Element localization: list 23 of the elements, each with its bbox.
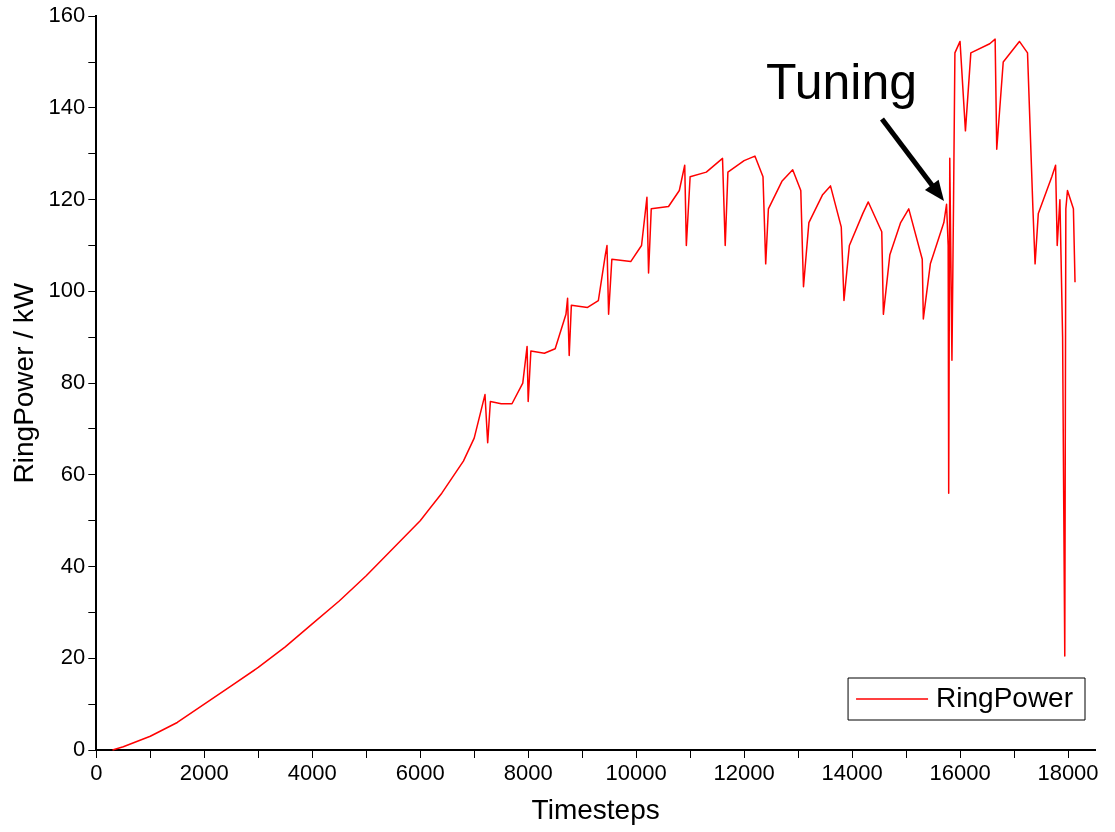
x-tick-label: 18000 — [1037, 760, 1099, 786]
y-tick-label: 140 — [48, 93, 86, 119]
x-tick-label: 10000 — [605, 760, 667, 786]
y-tick-label: 160 — [48, 2, 86, 28]
x-tick-label: 2000 — [179, 760, 229, 786]
legend-label: RingPower — [936, 681, 1073, 713]
x-tick-label: 14000 — [821, 760, 883, 786]
x-tick-label: 16000 — [929, 760, 991, 786]
y-tick-label: 120 — [48, 185, 86, 211]
x-tick-label: 0 — [90, 760, 103, 786]
y-tick-label: 0 — [73, 736, 86, 762]
x-axis-title: Timesteps — [531, 793, 660, 825]
y-tick-label: 20 — [60, 644, 86, 670]
x-tick-label: 8000 — [503, 760, 553, 786]
y-tick-label: 80 — [60, 369, 86, 395]
y-axis-title: RingPower / kW — [7, 282, 39, 484]
y-tick-label: 60 — [60, 460, 86, 486]
x-tick-label: 6000 — [395, 760, 445, 786]
y-tick-label: 100 — [48, 277, 86, 303]
y-tick-label: 40 — [60, 552, 86, 578]
x-tick-label: 12000 — [713, 760, 775, 786]
annotation: Tuning — [766, 54, 918, 111]
x-tick-label: 4000 — [287, 760, 337, 786]
